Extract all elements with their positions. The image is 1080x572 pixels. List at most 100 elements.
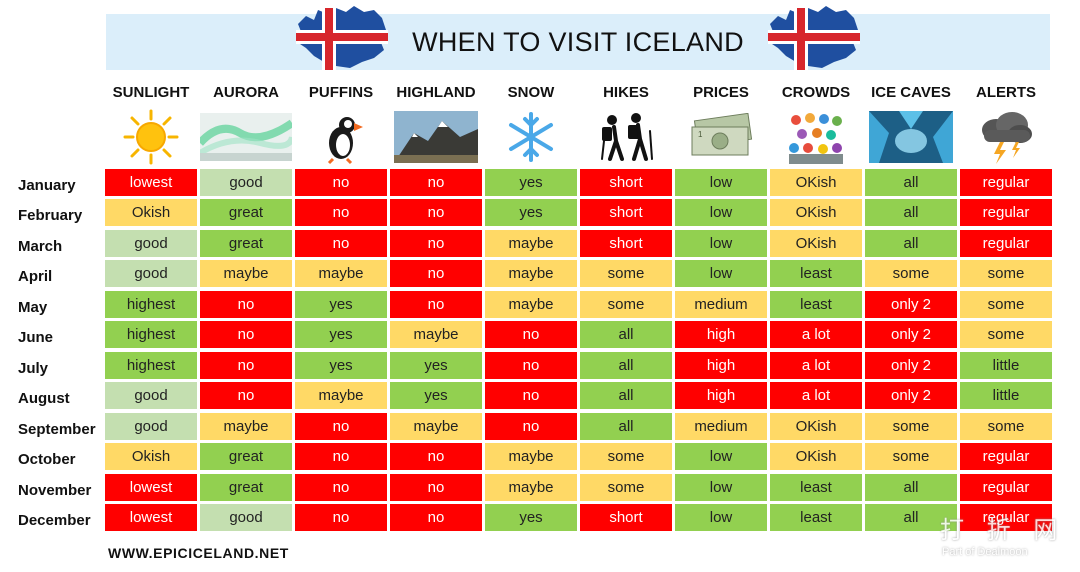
grid-cell: maybe xyxy=(485,443,577,470)
grid-cell: OKish xyxy=(770,413,862,440)
grid-cell: regular xyxy=(960,230,1052,257)
month-label-november: November xyxy=(18,482,92,499)
grid-cell: good xyxy=(200,504,292,531)
grid-cell: yes xyxy=(485,199,577,226)
grid-cell: good xyxy=(105,413,197,440)
grid-cell: no xyxy=(200,321,292,348)
month-label-may: May xyxy=(18,299,48,316)
grid-cell: no xyxy=(485,413,577,440)
grid-cell: regular xyxy=(960,169,1052,196)
grid-cell: some xyxy=(580,291,672,318)
storm-icon xyxy=(960,109,1052,165)
grid-cell: no xyxy=(390,260,482,287)
grid-cell: low xyxy=(675,474,767,501)
grid-cell: maybe xyxy=(295,260,387,287)
column-header-alerts: ALERTS xyxy=(976,84,1036,101)
grid-cell: no xyxy=(295,504,387,531)
grid-cell: medium xyxy=(675,413,767,440)
grid-cell: maybe xyxy=(390,321,482,348)
crowd-icon xyxy=(770,109,862,165)
month-label-april: April xyxy=(18,268,53,285)
grid-cell: a lot xyxy=(770,321,862,348)
grid-cell: no xyxy=(295,413,387,440)
grid-cell: all xyxy=(865,169,957,196)
grid-cell: no xyxy=(295,199,387,226)
grid-cell: good xyxy=(105,260,197,287)
grid-cell: lowest xyxy=(105,474,197,501)
grid-cell: regular xyxy=(960,474,1052,501)
grid-cell: all xyxy=(865,199,957,226)
month-label-february: February xyxy=(18,207,83,224)
page-title: WHEN TO VISIT ICELAND xyxy=(412,27,744,57)
month-label-september: September xyxy=(18,421,96,438)
grid-cell: some xyxy=(960,260,1052,287)
grid-cell: some xyxy=(960,321,1052,348)
website-url: WWW.EPICICELAND.NET xyxy=(108,545,289,561)
grid-cell: highest xyxy=(105,352,197,379)
mountain-icon xyxy=(390,109,482,165)
title-banner: WHEN TO VISIT ICELAND xyxy=(106,6,1050,70)
grid-cell: little xyxy=(960,352,1052,379)
grid-cell: maybe xyxy=(485,260,577,287)
grid-cell: least xyxy=(770,474,862,501)
grid-cell: no xyxy=(295,443,387,470)
grid-cell: short xyxy=(580,169,672,196)
grid-cell: low xyxy=(675,260,767,287)
month-label-october: October xyxy=(18,451,76,468)
grid-cell: some xyxy=(960,291,1052,318)
grid-cell: no xyxy=(390,230,482,257)
column-header-snow: SNOW xyxy=(507,84,555,101)
grid-cell: no xyxy=(390,443,482,470)
ice-cave-icon xyxy=(865,109,957,165)
grid-cell: great xyxy=(200,230,292,257)
grid-cell: yes xyxy=(390,352,482,379)
grid-cell: some xyxy=(865,413,957,440)
grid-cell: a lot xyxy=(770,382,862,409)
grid-cell: lowest xyxy=(105,169,197,196)
grid-cell: OKish xyxy=(770,230,862,257)
grid-cell: regular xyxy=(960,199,1052,226)
grid-cell: lowest xyxy=(105,504,197,531)
grid-cell: regular xyxy=(960,504,1052,531)
grid-cell: yes xyxy=(485,169,577,196)
grid-cell: maybe xyxy=(485,230,577,257)
grid-cell: all xyxy=(865,504,957,531)
grid-cell: regular xyxy=(960,443,1052,470)
grid-cell: no xyxy=(485,382,577,409)
column-header-prices: PRICES xyxy=(693,84,749,101)
watermark-logo: 打 折 网 xyxy=(940,517,1066,544)
grid-cell: all xyxy=(865,230,957,257)
grid-cell: Okish xyxy=(105,199,197,226)
month-label-august: August xyxy=(18,390,70,407)
grid-cell: short xyxy=(580,199,672,226)
grid-cell: great xyxy=(200,474,292,501)
grid-cell: short xyxy=(580,230,672,257)
grid-cell: some xyxy=(580,443,672,470)
grid-cell: some xyxy=(865,260,957,287)
grid-cell: medium xyxy=(675,291,767,318)
grid-cell: OKish xyxy=(770,199,862,226)
column-header-hikes: HIKES xyxy=(603,84,649,101)
grid-cell: all xyxy=(865,474,957,501)
grid-cell: no xyxy=(295,230,387,257)
grid-cell: great xyxy=(200,199,292,226)
grid-cell: low xyxy=(675,230,767,257)
grid-cell: good xyxy=(200,169,292,196)
grid-cell: low xyxy=(675,504,767,531)
column-header-crowds: CROWDS xyxy=(781,84,851,101)
grid-cell: yes xyxy=(295,352,387,379)
grid-cell: maybe xyxy=(390,413,482,440)
grid-cell: yes xyxy=(295,291,387,318)
grid-cell: all xyxy=(580,352,672,379)
grid-cell: no xyxy=(485,352,577,379)
grid-cell: no xyxy=(390,169,482,196)
grid-cell: no xyxy=(390,504,482,531)
watermark-subtitle: Part of Dealmoon xyxy=(942,546,1028,558)
grid-cell: maybe xyxy=(200,260,292,287)
grid-cell: no xyxy=(485,321,577,348)
month-label-march: March xyxy=(18,238,63,255)
grid-cell: only 2 xyxy=(865,321,957,348)
puffin-icon xyxy=(295,109,387,165)
grid-cell: no xyxy=(295,169,387,196)
grid-cell: good xyxy=(105,230,197,257)
